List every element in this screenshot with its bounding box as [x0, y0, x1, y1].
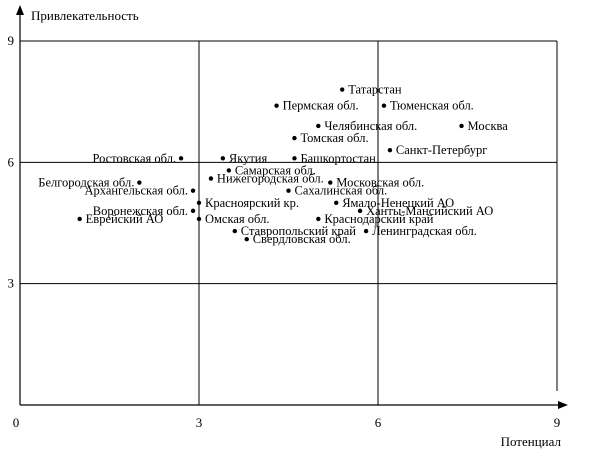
quadrant-grid	[20, 40, 558, 405]
point-labels: Татарстан Пермская обл. Тюменская обл. Челя…	[38, 83, 508, 247]
point-label: Воронежская обл.	[93, 204, 188, 218]
data-point	[292, 135, 297, 141]
data-point	[232, 228, 237, 234]
point-label: Свердловская обл.	[253, 232, 351, 246]
x-axis-arrow	[558, 401, 568, 409]
data-point	[208, 176, 214, 181]
data-point	[77, 216, 82, 222]
point-label: Тюменская обл.	[390, 99, 474, 113]
point-label: Нижегородская обл.	[217, 172, 324, 186]
data-point	[220, 156, 226, 161]
data-point	[226, 168, 232, 173]
point-label: Ставропольский край	[241, 224, 356, 238]
point-label: Ямало-Ненецкий АО	[342, 196, 454, 210]
point-label: Москва	[468, 119, 509, 133]
tick-labels: 0 3 6 9 3 6 9	[8, 33, 561, 430]
data-point	[286, 188, 291, 193]
data-point	[316, 216, 321, 222]
y-tick-label: 6	[8, 154, 15, 169]
data-point	[387, 148, 393, 153]
point-label: Ленинградская обл.	[372, 224, 477, 238]
x-tick-label: 6	[375, 415, 382, 430]
point-label: Еврейский АО	[86, 212, 164, 226]
point-label: Ростовская обл.	[92, 151, 176, 165]
data-points	[77, 87, 464, 242]
data-point	[178, 156, 184, 161]
point-label: Краснодарский край	[324, 212, 433, 226]
point-label: Самарская обл.	[235, 163, 316, 177]
data-point	[292, 156, 297, 161]
point-label: Якутия	[229, 151, 268, 165]
y-tick-label: 3	[8, 276, 15, 291]
point-label: Белгородская обл.	[38, 176, 134, 190]
point-label: Пермская обл.	[283, 99, 359, 113]
point-label: Башкортостан	[300, 151, 376, 165]
data-point	[363, 228, 369, 234]
x-tick-label: 9	[554, 415, 561, 430]
y-tick-label: 9	[8, 33, 15, 48]
data-point	[196, 216, 202, 222]
data-point	[244, 236, 249, 242]
point-label: Сахалинская обл.	[295, 184, 388, 198]
x-axis-title: Потенциал	[501, 434, 562, 449]
point-label: Московская обл.	[336, 176, 424, 190]
data-point	[334, 200, 339, 205]
y-axis-title: Привлекательность	[31, 8, 139, 23]
data-point	[357, 208, 363, 214]
data-point	[274, 103, 279, 108]
point-label: Ханты-Мансийский АО	[366, 204, 493, 218]
data-point	[190, 208, 196, 214]
data-point	[381, 103, 387, 108]
point-label: Татарстан	[348, 83, 402, 97]
data-point	[196, 200, 202, 205]
data-point	[316, 123, 321, 129]
point-label: Челябинская обл.	[324, 119, 417, 133]
data-point	[328, 180, 333, 185]
data-point	[459, 123, 464, 129]
point-label: Санкт-Петербург	[396, 143, 487, 157]
point-label: Томская обл.	[300, 131, 368, 145]
x-tick-label: 3	[196, 415, 203, 430]
data-point	[137, 180, 142, 185]
x-tick-label: 0	[13, 415, 20, 430]
y-axis-arrow	[16, 5, 24, 15]
point-label: Омская обл.	[205, 212, 269, 226]
data-point	[340, 87, 345, 92]
axes	[16, 5, 568, 409]
data-point	[190, 188, 196, 193]
point-label: Красноярский кр.	[205, 196, 299, 210]
point-label: Архангельская обл.	[84, 184, 188, 198]
